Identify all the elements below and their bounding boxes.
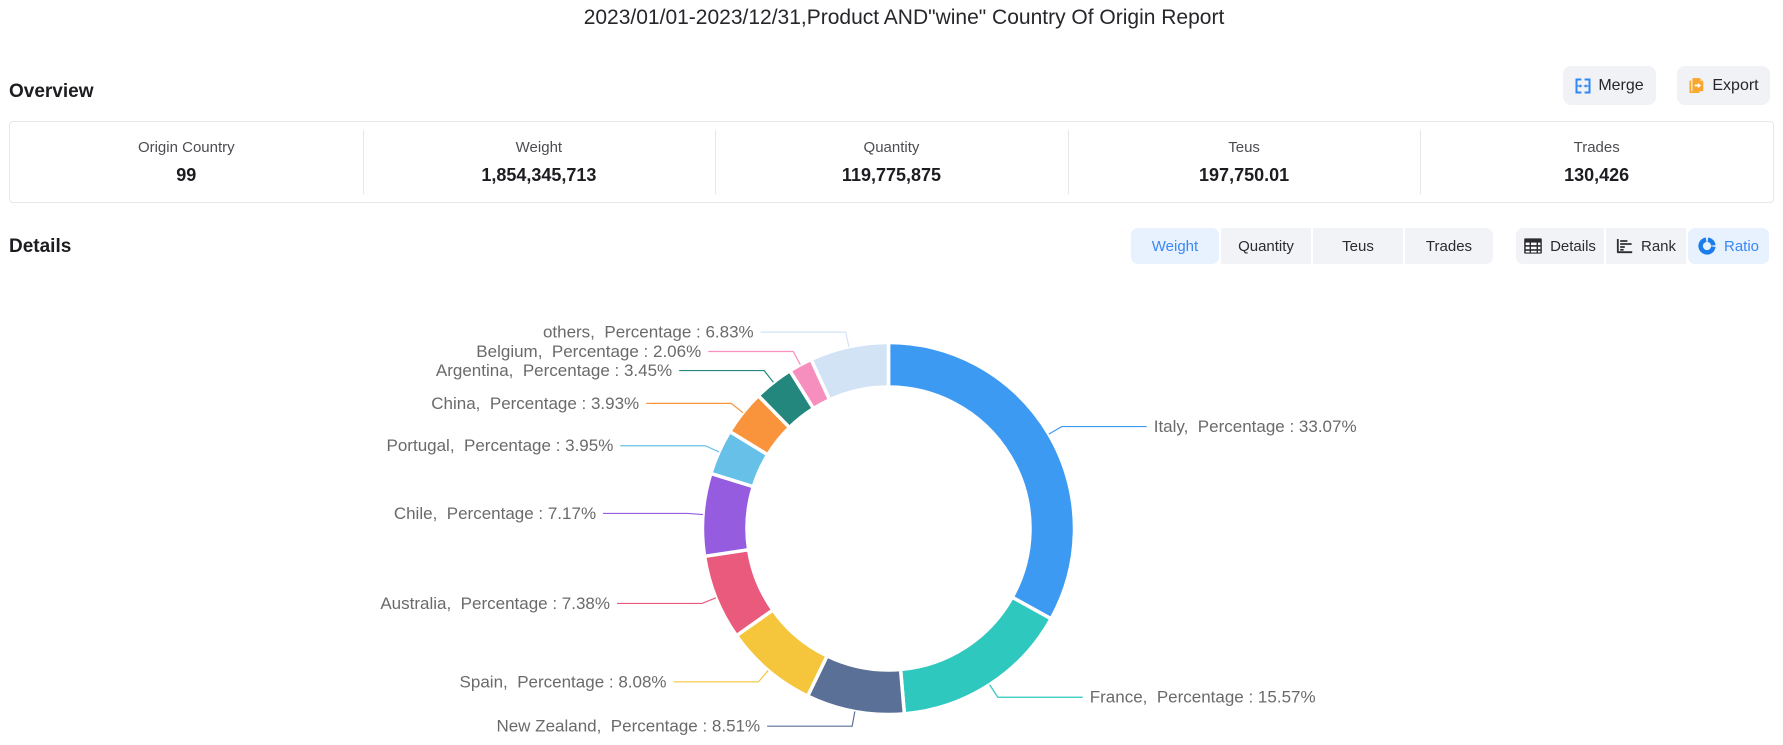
- svg-text:Chile, Percentage : 7.17%: Chile, Percentage : 7.17%: [394, 504, 596, 523]
- svg-text:Belgium, Percentage : 2.06%: Belgium, Percentage : 2.06%: [476, 342, 701, 361]
- svg-text:France, Percentage : 15.57%: France, Percentage : 15.57%: [1090, 688, 1316, 707]
- svg-text:Argentina, Percentage : 3.45%: Argentina, Percentage : 3.45%: [436, 361, 672, 380]
- svg-text:Portugal, Percentage : 3.95%: Portugal, Percentage : 3.95%: [387, 436, 614, 455]
- svg-text:others, Percentage : 6.83%: others, Percentage : 6.83%: [543, 323, 754, 342]
- svg-text:Italy, Percentage : 33.07%: Italy, Percentage : 33.07%: [1154, 417, 1357, 436]
- svg-text:China, Percentage : 3.93%: China, Percentage : 3.93%: [431, 394, 639, 413]
- svg-text:Spain, Percentage : 8.08%: Spain, Percentage : 8.08%: [460, 672, 667, 691]
- svg-text:Australia, Percentage : 7.38%: Australia, Percentage : 7.38%: [380, 594, 610, 613]
- svg-text:New Zealand, Percentage : 8.5: New Zealand, Percentage : 8.51%: [496, 717, 760, 736]
